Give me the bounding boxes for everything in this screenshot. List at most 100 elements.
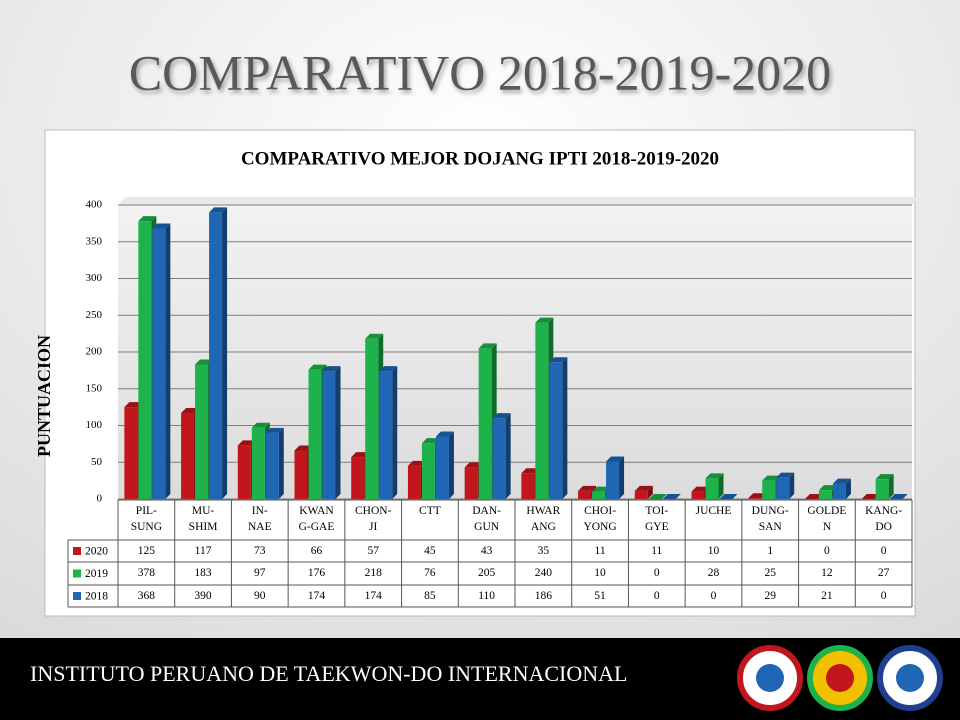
x-tick-label: CTT — [419, 505, 441, 517]
bar — [351, 457, 365, 499]
bar-top — [421, 438, 440, 444]
bar-top — [379, 366, 398, 372]
table-value: 43 — [480, 545, 493, 557]
bar — [705, 478, 719, 499]
x-tick-label: GOLDE N — [807, 505, 847, 533]
table-value: 51 — [594, 590, 606, 602]
table-value: 378 — [137, 567, 155, 579]
chart-title: COMPARATIVO MEJOR DOJANG IPTI 2018-2019-… — [241, 148, 719, 169]
bar-top — [478, 343, 497, 349]
table-value: 27 — [877, 567, 890, 579]
bar — [592, 491, 606, 499]
table-value: 174 — [307, 590, 326, 602]
bar-top — [549, 357, 568, 363]
bar — [365, 338, 379, 499]
table-value: 390 — [194, 590, 212, 602]
bar-top — [265, 427, 284, 433]
table-value: 117 — [194, 545, 212, 557]
bar-top — [762, 475, 781, 481]
x-tick-label: KANG- DO — [865, 505, 903, 533]
bar-side — [165, 223, 171, 499]
table-value: 183 — [194, 567, 212, 579]
bar-top — [748, 493, 767, 499]
bar — [478, 348, 492, 499]
y-tick-label: 0 — [97, 493, 103, 505]
bar-side — [392, 366, 398, 499]
bar — [875, 479, 889, 499]
bar — [606, 461, 620, 499]
table-value: 73 — [254, 545, 266, 557]
bar-side — [718, 473, 724, 499]
x-tick-label: IN- NAE — [247, 505, 272, 533]
y-tick-label: 200 — [86, 346, 103, 358]
table-value: 110 — [478, 590, 496, 602]
bar — [265, 432, 279, 499]
bar-top — [832, 478, 851, 484]
x-tick-label: KWAN G-GAE — [298, 505, 335, 533]
bar-side — [335, 366, 341, 499]
bar — [379, 371, 393, 499]
bar — [832, 483, 846, 499]
bar-side — [888, 474, 894, 499]
table-value: 1 — [767, 545, 774, 557]
table-value: 45 — [424, 545, 436, 557]
table-value: 0 — [653, 567, 660, 579]
table-value: 97 — [254, 567, 266, 579]
table-value: 368 — [137, 590, 155, 602]
x-tick-label: CHOI- YONG — [583, 505, 617, 533]
bar-top — [705, 473, 724, 479]
legend-swatch — [73, 592, 81, 600]
x-tick-label: TOI- GYE — [644, 505, 669, 533]
table-value: 29 — [764, 590, 776, 602]
slide-title: COMPARATIVO 2018-2019-2020 — [129, 44, 831, 100]
bar — [195, 364, 209, 499]
bar-top — [662, 494, 681, 499]
y-tick-label: 350 — [86, 235, 103, 247]
table-value: 21 — [821, 590, 833, 602]
logo — [826, 664, 854, 692]
bar-top — [889, 494, 908, 499]
footer-text: INSTITUTO PERUANO DE TAEKWON-DO INTERNAC… — [30, 661, 627, 686]
x-tick-label: HWAR ANG — [526, 505, 561, 533]
table-value: 10 — [707, 545, 720, 557]
bar — [521, 473, 535, 499]
bar — [776, 477, 790, 499]
x-tick-label: JUCHE — [695, 505, 732, 517]
y-tick-label: 100 — [86, 419, 103, 431]
bar — [237, 445, 251, 499]
bar — [209, 212, 223, 499]
bar — [535, 322, 549, 499]
bar-top — [719, 494, 738, 499]
table-value: 66 — [310, 545, 323, 557]
table-value: 218 — [364, 567, 382, 579]
bar — [322, 371, 336, 499]
x-tick-label: CHON- JI — [354, 505, 392, 533]
bar-top — [648, 494, 667, 499]
bar — [748, 498, 762, 499]
bar-side — [647, 485, 653, 499]
table-value: 11 — [594, 545, 606, 557]
logo — [896, 664, 924, 692]
table-value: 12 — [821, 567, 833, 579]
bar-top — [181, 408, 200, 414]
table-value: 0 — [880, 545, 887, 557]
bar-side — [505, 413, 511, 499]
bar — [818, 490, 832, 499]
bar-top — [251, 422, 270, 428]
table-value: 205 — [478, 567, 496, 579]
bar-top — [195, 359, 214, 365]
bar — [464, 467, 478, 499]
bar-top — [691, 486, 710, 492]
bar-side — [222, 207, 228, 499]
bar-top — [138, 216, 157, 222]
bar — [407, 465, 421, 499]
bar-top — [365, 333, 384, 339]
bar-top — [124, 402, 143, 408]
y-axis-label: PUNTUACION — [34, 335, 54, 457]
bar-top — [634, 485, 653, 491]
y-tick-label: 300 — [86, 272, 103, 284]
bar — [549, 362, 563, 499]
bar-top — [209, 207, 228, 213]
